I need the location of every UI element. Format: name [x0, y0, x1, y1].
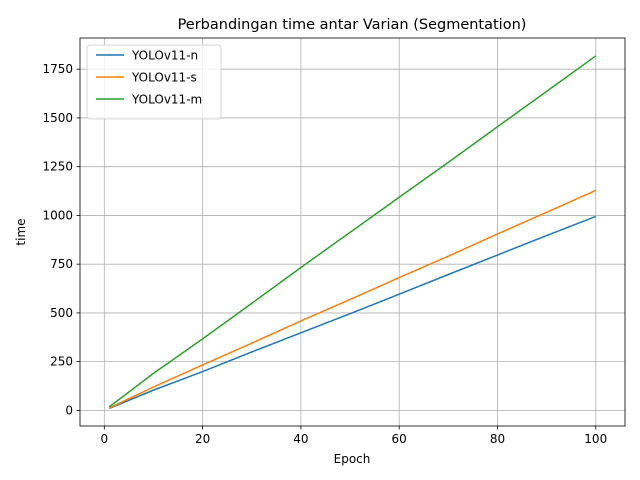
- series-line-1: [108, 189, 597, 409]
- plot-frame: [79, 37, 626, 427]
- y-tick-label: 1750: [42, 62, 73, 76]
- series-line-0: [108, 215, 597, 410]
- y-tick-label: 750: [50, 257, 73, 271]
- y-tick-label: 1500: [42, 111, 73, 125]
- x-tick-label: 20: [195, 432, 210, 446]
- y-tick-label: 1000: [42, 208, 73, 222]
- x-tick-label: 0: [101, 432, 109, 446]
- y-tick-label: 0: [65, 403, 73, 417]
- x-tick-label: 60: [392, 432, 407, 446]
- x-tick-label: 100: [584, 432, 607, 446]
- legend-label: YOLOv11-n: [131, 49, 198, 63]
- legend-label: YOLOv11-m: [131, 93, 202, 107]
- y-tick-label: 1250: [42, 160, 73, 174]
- y-axis-label: time: [14, 218, 28, 245]
- y-tick-label: 250: [50, 355, 73, 369]
- chart-title: Perbandingan time antar Varian (Segmenta…: [178, 17, 527, 33]
- legend: YOLOv11-n YOLOv11-s YOLOv11-m: [86, 44, 222, 120]
- series-lines: [108, 55, 597, 410]
- y-tick-label: 500: [50, 306, 73, 320]
- x-axis-ticks: 0 20 40 60 80 100: [101, 426, 607, 446]
- x-tick-label: 40: [293, 432, 308, 446]
- legend-box: [86, 44, 222, 120]
- legend-label: YOLOv11-s: [131, 71, 197, 85]
- y-axis-ticks: 0 250 500 750 1000 1250 1500 1750: [42, 62, 80, 417]
- series-line-2: [108, 55, 597, 408]
- x-tick-label: 80: [490, 432, 505, 446]
- x-axis-label: Epoch: [334, 452, 371, 466]
